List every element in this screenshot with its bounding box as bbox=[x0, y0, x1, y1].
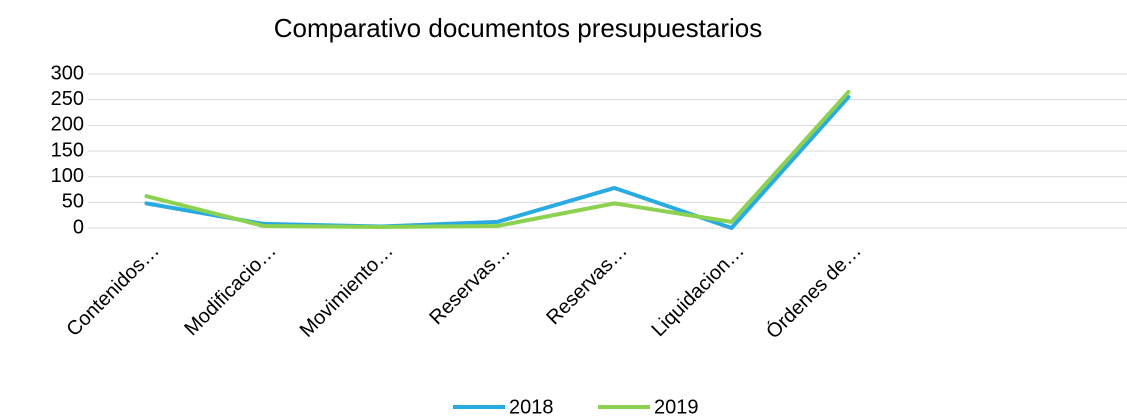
y-tick-label: 100 bbox=[51, 165, 84, 187]
y-tick-label: 150 bbox=[51, 139, 84, 161]
x-tick-label: Movimiento… bbox=[296, 240, 398, 342]
y-tick-label: 50 bbox=[62, 191, 84, 213]
chart-title: Comparativo documentos presupuestarios bbox=[274, 13, 762, 43]
y-tick-label: 0 bbox=[73, 216, 84, 238]
x-tick-label: Órdenes de… bbox=[761, 239, 865, 343]
x-tick-label: Liquidacion… bbox=[648, 240, 749, 341]
series-line bbox=[144, 89, 851, 229]
legend-label: 2018 bbox=[509, 396, 554, 418]
y-tick-label: 300 bbox=[51, 62, 84, 84]
x-tick-label: Modificacio… bbox=[180, 240, 280, 340]
legend-label: 2019 bbox=[654, 396, 699, 418]
y-tick-label: 200 bbox=[51, 114, 84, 136]
x-tick-label: Reservas… bbox=[542, 240, 631, 329]
x-tick-label: Contenidos… bbox=[63, 240, 164, 341]
x-tick-label: Reservas… bbox=[425, 240, 514, 329]
y-tick-label: 250 bbox=[51, 88, 84, 110]
